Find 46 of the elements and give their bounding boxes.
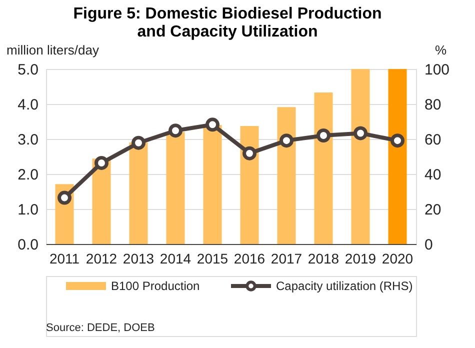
y-tick-label: 4.0 xyxy=(18,96,38,114)
y2-tick-label: 0 xyxy=(424,236,433,254)
bar xyxy=(351,69,370,244)
point xyxy=(94,156,108,170)
y2-tick-label: 80 xyxy=(424,96,442,114)
x-tick-label: 2016 xyxy=(234,250,266,266)
x-tick-label: 2014 xyxy=(160,250,192,266)
y2-axis-title: % xyxy=(434,42,447,58)
legend-label: B100 Production xyxy=(111,279,200,293)
y-tick-label: 2.0 xyxy=(18,166,38,184)
source-note: Source: DEDE, DOEB xyxy=(46,322,155,334)
point xyxy=(354,126,368,140)
bar xyxy=(129,142,148,244)
y2-tick-label: 40 xyxy=(424,166,442,184)
point xyxy=(206,118,220,132)
x-tick-label: 2012 xyxy=(86,250,118,266)
point xyxy=(242,146,256,160)
point xyxy=(390,134,404,148)
bar xyxy=(166,132,185,244)
bar xyxy=(203,125,222,244)
point xyxy=(58,190,72,205)
bar xyxy=(277,107,296,244)
y-tick-label: 0.0 xyxy=(18,236,38,254)
y-tick-label: 3.0 xyxy=(18,132,38,148)
x-tick-label: 2019 xyxy=(344,250,376,266)
x-tick-label: 2017 xyxy=(270,250,302,266)
x-tick-label: 2020 xyxy=(382,250,414,266)
legend-label: Capacity utilization (RHS) xyxy=(276,279,413,293)
x-tick-label: 2015 xyxy=(196,250,228,266)
x-tick-label: 2013 xyxy=(122,250,154,266)
y2-tick-label: 60 xyxy=(424,132,442,148)
y2-tick-label: 100 xyxy=(424,62,450,78)
point xyxy=(316,128,330,142)
y-tick-label: 1.0 xyxy=(18,202,38,218)
point xyxy=(132,136,146,150)
y-tick-label: 5.0 xyxy=(18,62,38,78)
point xyxy=(280,134,294,148)
bar xyxy=(388,69,407,244)
y-axis-title: million liters/day xyxy=(6,42,100,58)
y2-tick-label: 20 xyxy=(424,202,442,218)
point xyxy=(168,124,182,138)
bar xyxy=(240,126,259,244)
x-tick-label: 2011 xyxy=(49,250,80,266)
chart-title: Figure 5: Domestic Biodiesel Production and Capacity Utilization xyxy=(73,6,382,40)
x-tick-label: 2018 xyxy=(308,250,340,266)
bar xyxy=(314,92,333,244)
